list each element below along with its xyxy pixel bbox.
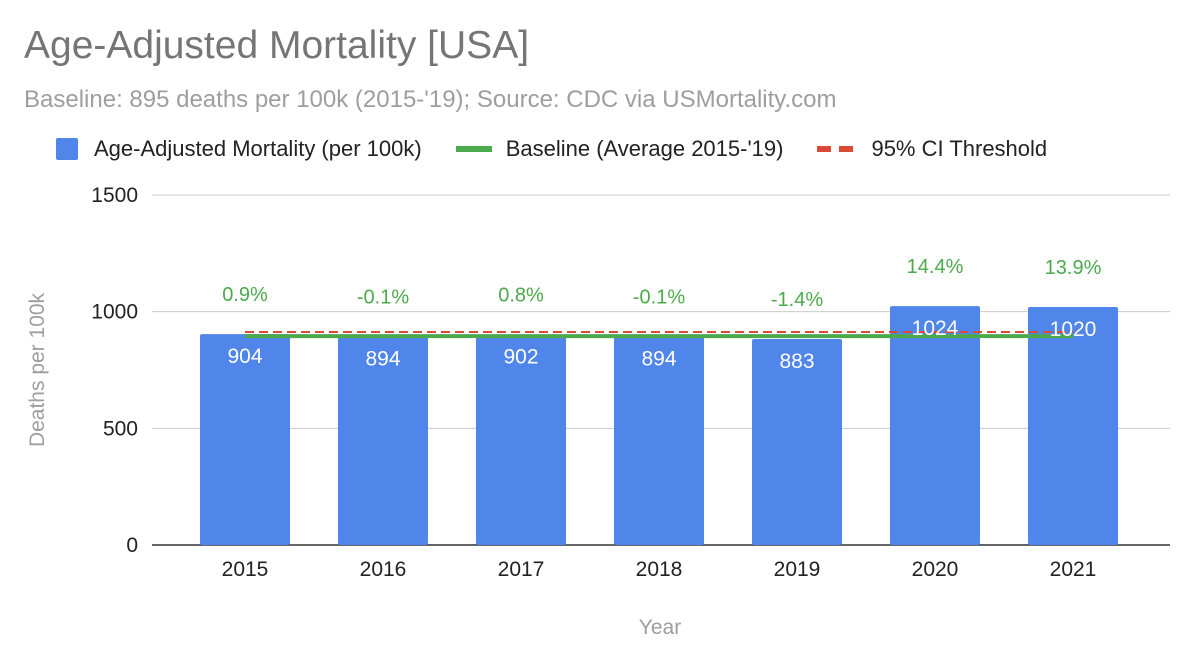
bar-value-label: 902 — [503, 346, 538, 369]
bar — [200, 334, 290, 545]
chart-title: Age-Adjusted Mortality [USA] — [24, 24, 530, 67]
bar — [476, 334, 566, 545]
y-tick-label: 1000 — [91, 301, 138, 324]
bar-value-label: 894 — [641, 347, 676, 370]
bars — [200, 306, 1118, 545]
bar — [1028, 307, 1118, 545]
y-tick-label: 0 — [126, 534, 138, 557]
x-axis-ticks: 2015 2016 2017 2018 2019 2020 2021 — [222, 558, 1097, 581]
bar-value-label: 904 — [227, 345, 262, 368]
bar — [890, 306, 980, 545]
legend-item-mortality[interactable]: Age-Adjusted Mortality (per 100k) — [56, 136, 456, 162]
percent-change-label: -1.4% — [771, 289, 823, 311]
percent-change-label: 14.4% — [907, 256, 964, 278]
y-tick-label: 500 — [103, 417, 138, 440]
x-tick-label: 2021 — [1050, 558, 1097, 581]
reference-lines — [245, 330, 1073, 339]
legend: Age-Adjusted Mortality (per 100k) Baseli… — [56, 136, 1081, 162]
x-tick-label: 2015 — [222, 558, 269, 581]
y-tick-label: 1500 — [91, 184, 138, 207]
percent-change-label: -0.1% — [357, 286, 409, 308]
bar-value-label: 1024 — [912, 317, 959, 340]
x-tick-label: 2017 — [498, 558, 545, 581]
legend-swatch-bar — [56, 138, 78, 160]
bar — [614, 336, 704, 545]
bar-value-label: 894 — [365, 347, 400, 370]
legend-label-baseline: Baseline (Average 2015-'19) — [505, 136, 784, 161]
bar-value-label: 1020 — [1050, 318, 1097, 341]
percent-change-label: -0.1% — [633, 286, 685, 308]
percent-change-label: 13.9% — [1045, 257, 1102, 279]
legend-swatch-threshold — [817, 146, 854, 152]
legend-label-mortality: Age-Adjusted Mortality (per 100k) — [94, 136, 422, 161]
x-axis-title: Year — [639, 616, 681, 639]
bar — [752, 338, 842, 545]
x-tick-label: 2020 — [912, 558, 959, 581]
percent-change-label: 0.8% — [498, 285, 544, 307]
legend-label-threshold: 95% CI Threshold — [871, 136, 1048, 161]
legend-item-baseline[interactable]: Baseline (Average 2015-'19) — [455, 136, 818, 162]
x-tick-label: 2016 — [360, 558, 407, 581]
y-axis-title: Deaths per 100k — [26, 292, 49, 447]
percent-change-label: 0.9% — [222, 284, 268, 306]
legend-item-threshold[interactable]: 95% CI Threshold — [817, 136, 1081, 162]
legend-swatch-baseline — [455, 146, 492, 152]
x-tick-label: 2019 — [774, 558, 821, 581]
y-axis-ticks: 0 500 1000 1500 — [91, 184, 138, 557]
bar-value-label: 883 — [779, 350, 814, 373]
chart-subtitle: Baseline: 895 deaths per 100k (2015-'19)… — [24, 86, 837, 113]
bar — [338, 336, 428, 545]
x-tick-label: 2018 — [636, 558, 683, 581]
data-labels: 904 0.9% 894 -0.1% 902 0.8% 894 -0.1% 883 -1.4% 10… — [222, 256, 1101, 373]
